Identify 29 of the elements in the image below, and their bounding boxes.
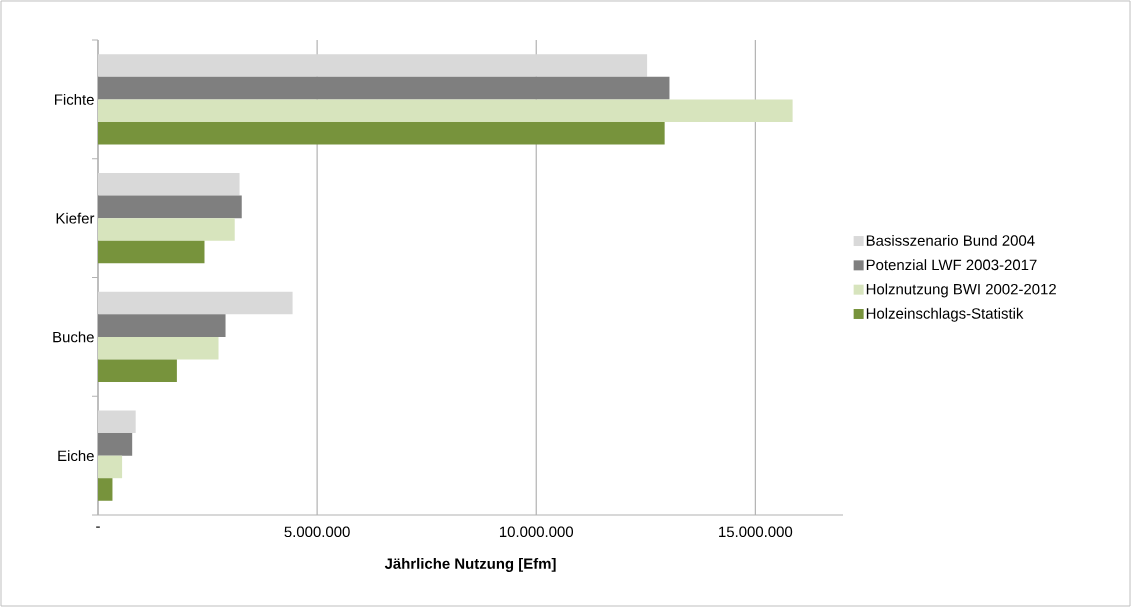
bar: [98, 76, 670, 100]
legend-label: Holznutzung BWI 2002-2012: [866, 283, 1056, 298]
bar: [98, 195, 242, 219]
bar: [98, 291, 293, 315]
x-tick-label: 15.000.000: [719, 526, 793, 538]
y-tick-label: Fichte: [55, 93, 94, 105]
y-tick-label: Eiche: [58, 450, 94, 462]
bar: [98, 314, 226, 337]
legend-label: Basisszenario Bund 2004: [866, 234, 1035, 246]
legend-label: Holzeinschlags-Statistik: [866, 307, 1024, 322]
bar: [98, 121, 665, 145]
x-axis-title: Jährliche Nutzung [Efm]: [384, 557, 556, 572]
bar: [98, 218, 235, 241]
bar: [98, 99, 793, 122]
bar: [98, 54, 648, 77]
bar: [98, 410, 136, 434]
bar: [98, 336, 219, 360]
bar: [98, 478, 113, 501]
bar: [98, 359, 177, 382]
x-tick-label: 5.000.000: [284, 526, 350, 538]
legend-label: Potenzial LWF 2003-2017: [866, 259, 1037, 271]
x-tick-label: -: [96, 526, 100, 528]
y-tick-label: Buche: [53, 331, 94, 343]
y-tick-label: Kiefer: [56, 212, 95, 224]
bar: [98, 433, 133, 456]
bar: [98, 173, 240, 196]
bar: [98, 240, 205, 264]
bar: [98, 455, 123, 479]
x-tick-label: 10.000.000: [499, 526, 574, 538]
